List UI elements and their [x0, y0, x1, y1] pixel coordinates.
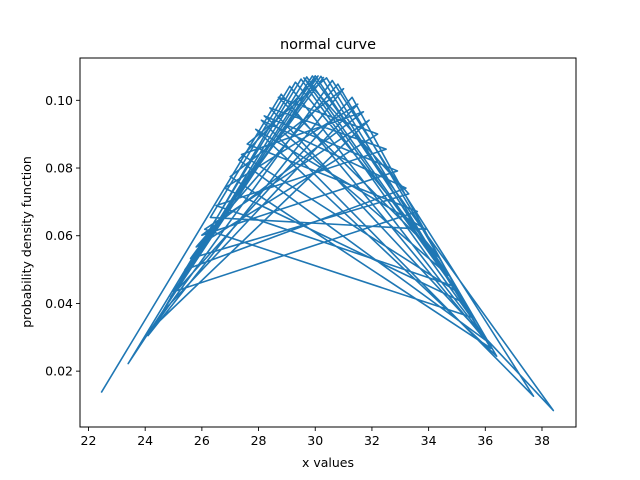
data-layer	[100, 75, 555, 412]
series-line-0	[100, 75, 555, 412]
x-tick-label: 22	[81, 433, 97, 448]
x-tick-label: 36	[477, 433, 493, 448]
y-tick-label: 0.10	[45, 93, 73, 108]
y-axis-ticks: 0.02 0.04 0.06 0.08 0.10	[45, 93, 80, 379]
y-tick-label: 0.02	[45, 364, 73, 379]
x-tick-label: 34	[421, 433, 437, 448]
chart-title: normal curve	[280, 37, 376, 53]
x-tick-label: 30	[307, 433, 323, 448]
y-axis-label: probability density function	[19, 156, 34, 328]
plot-area	[80, 58, 576, 427]
x-axis-ticks: 22 24 26 28 30 32 34 36 38	[81, 427, 550, 448]
x-axis-label: x values	[302, 455, 354, 470]
x-tick-label: 38	[534, 433, 550, 448]
plot-frame	[79, 57, 577, 428]
y-tick-label: 0.08	[45, 161, 73, 176]
x-tick-label: 24	[137, 433, 153, 448]
y-tick-label: 0.06	[45, 228, 73, 243]
x-tick-label: 28	[251, 433, 267, 448]
x-tick-label: 32	[364, 433, 380, 448]
x-tick-label: 26	[194, 433, 210, 448]
y-tick-label: 0.04	[45, 296, 73, 311]
